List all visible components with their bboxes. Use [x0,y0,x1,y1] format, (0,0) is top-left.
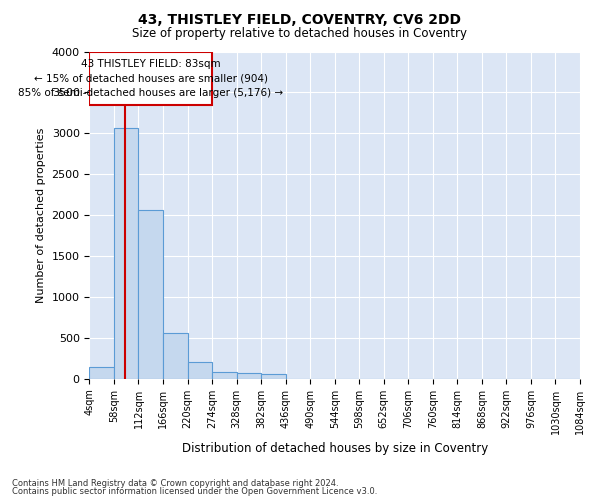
Y-axis label: Number of detached properties: Number of detached properties [36,128,46,303]
Bar [114,128,139,378]
Bar [236,374,261,378]
Bar [212,372,236,378]
Bar [89,367,114,378]
Bar [89,52,212,104]
Text: Size of property relative to detached houses in Coventry: Size of property relative to detached ho… [133,28,467,40]
Text: ← 15% of detached houses are smaller (904): ← 15% of detached houses are smaller (90… [34,74,268,84]
Bar [188,362,212,378]
Text: 85% of semi-detached houses are larger (5,176) →: 85% of semi-detached houses are larger (… [18,88,283,98]
Text: 43, THISTLEY FIELD, COVENTRY, CV6 2DD: 43, THISTLEY FIELD, COVENTRY, CV6 2DD [139,12,461,26]
Bar [139,210,163,378]
Bar [163,333,188,378]
X-axis label: Distribution of detached houses by size in Coventry: Distribution of detached houses by size … [182,442,488,455]
Bar [261,374,286,378]
Text: Contains HM Land Registry data © Crown copyright and database right 2024.: Contains HM Land Registry data © Crown c… [12,478,338,488]
Text: Contains public sector information licensed under the Open Government Licence v3: Contains public sector information licen… [12,487,377,496]
Text: 43 THISTLEY FIELD: 83sqm: 43 THISTLEY FIELD: 83sqm [81,59,221,69]
